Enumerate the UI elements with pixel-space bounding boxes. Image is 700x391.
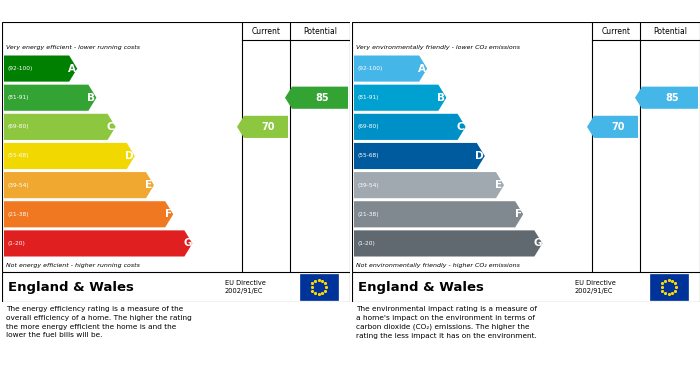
- Polygon shape: [587, 116, 638, 138]
- Text: Potential: Potential: [653, 27, 687, 36]
- Text: Potential: Potential: [303, 27, 337, 36]
- Text: F: F: [514, 209, 522, 219]
- Text: C: C: [457, 122, 464, 132]
- Polygon shape: [285, 87, 348, 109]
- Text: (69-80): (69-80): [357, 124, 379, 129]
- Text: 85: 85: [665, 93, 679, 103]
- Text: Not environmentally friendly - higher CO₂ emissions: Not environmentally friendly - higher CO…: [356, 262, 520, 267]
- Text: B: B: [88, 93, 95, 103]
- Bar: [650, 274, 688, 300]
- Text: Current: Current: [251, 27, 281, 36]
- Polygon shape: [4, 84, 97, 111]
- Text: (81-91): (81-91): [7, 95, 29, 100]
- Polygon shape: [354, 114, 466, 140]
- Polygon shape: [635, 87, 698, 109]
- Text: (92-100): (92-100): [7, 66, 32, 71]
- Text: England & Wales: England & Wales: [8, 280, 134, 294]
- Text: Current: Current: [601, 27, 631, 36]
- Polygon shape: [354, 172, 504, 198]
- Text: E: E: [146, 180, 153, 190]
- Text: (92-100): (92-100): [357, 66, 382, 71]
- Text: (55-68): (55-68): [357, 154, 379, 158]
- Polygon shape: [354, 143, 485, 169]
- Polygon shape: [4, 114, 116, 140]
- Text: A: A: [418, 64, 426, 74]
- Text: Very energy efficient - lower running costs: Very energy efficient - lower running co…: [6, 45, 140, 50]
- Text: F: F: [164, 209, 172, 219]
- Text: EU Directive
2002/91/EC: EU Directive 2002/91/EC: [225, 280, 265, 294]
- Text: EU Directive
2002/91/EC: EU Directive 2002/91/EC: [575, 280, 615, 294]
- Text: (21-38): (21-38): [357, 212, 379, 217]
- Text: D: D: [125, 151, 134, 161]
- Text: England & Wales: England & Wales: [358, 280, 484, 294]
- Polygon shape: [354, 56, 427, 82]
- Polygon shape: [4, 172, 154, 198]
- Text: B: B: [438, 93, 445, 103]
- Text: 70: 70: [611, 122, 624, 132]
- Text: (21-38): (21-38): [7, 212, 29, 217]
- Polygon shape: [354, 230, 542, 256]
- Text: (39-54): (39-54): [7, 183, 29, 188]
- Text: E: E: [496, 180, 503, 190]
- Text: G: G: [533, 239, 542, 248]
- Text: A: A: [68, 64, 76, 74]
- Polygon shape: [354, 84, 447, 111]
- Polygon shape: [4, 230, 192, 256]
- Text: C: C: [107, 122, 114, 132]
- Text: Very environmentally friendly - lower CO₂ emissions: Very environmentally friendly - lower CO…: [356, 45, 520, 50]
- Text: (81-91): (81-91): [357, 95, 379, 100]
- Text: D: D: [475, 151, 484, 161]
- Text: (39-54): (39-54): [357, 183, 379, 188]
- Polygon shape: [237, 116, 288, 138]
- Polygon shape: [354, 201, 523, 227]
- Bar: [300, 274, 338, 300]
- Text: (55-68): (55-68): [7, 154, 29, 158]
- Text: Energy Efficiency Rating: Energy Efficiency Rating: [7, 6, 151, 16]
- Text: (1-20): (1-20): [357, 241, 375, 246]
- Text: G: G: [183, 239, 192, 248]
- Polygon shape: [4, 201, 173, 227]
- Text: Environmental Impact (CO₂) Rating: Environmental Impact (CO₂) Rating: [357, 6, 564, 16]
- Text: 70: 70: [261, 122, 274, 132]
- Text: (69-80): (69-80): [7, 124, 29, 129]
- Polygon shape: [4, 143, 135, 169]
- Polygon shape: [4, 56, 77, 82]
- Text: Not energy efficient - higher running costs: Not energy efficient - higher running co…: [6, 262, 140, 267]
- Text: 85: 85: [315, 93, 329, 103]
- Text: The energy efficiency rating is a measure of the
overall efficiency of a home. T: The energy efficiency rating is a measur…: [6, 306, 192, 338]
- Text: The environmental impact rating is a measure of
a home's impact on the environme: The environmental impact rating is a mea…: [356, 306, 537, 339]
- Text: (1-20): (1-20): [7, 241, 25, 246]
